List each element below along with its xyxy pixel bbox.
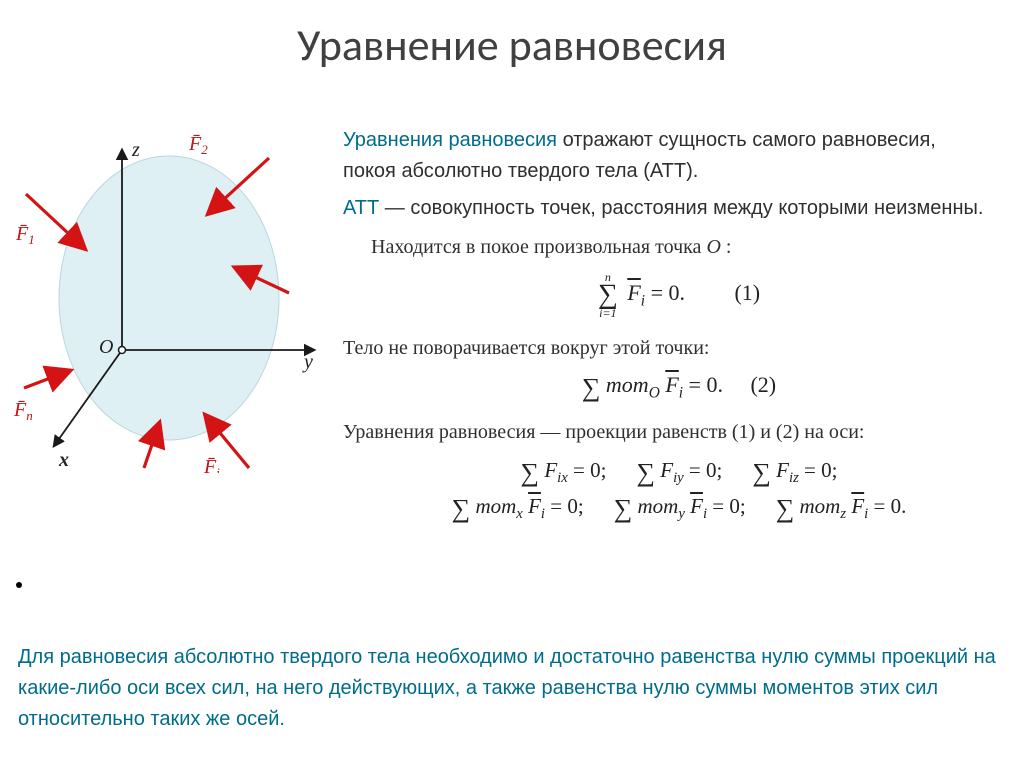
eq1-tag: (1)	[734, 280, 760, 305]
summary-paragraph: Для равновесия абсолютно твердого тела н…	[18, 642, 1006, 735]
label-Fn: F̄n	[14, 399, 33, 423]
origin-point	[119, 347, 126, 354]
line-1: Уравнения равновесия отражают сущность с…	[343, 125, 1015, 156]
rigid-body	[59, 156, 279, 440]
label-F2: F̄2	[188, 133, 208, 157]
sigma-icon-2: ∑	[582, 373, 601, 402]
label-Fi: F̄i	[203, 456, 220, 473]
line-2: покоя абсолютно твердого тела (АТТ).	[343, 156, 1015, 187]
line-6: Уравнения равновесия — проекции равенств…	[343, 417, 1015, 448]
page-title: Уравнение равновесия	[0, 18, 1024, 72]
line-3-rest: — совокупность точек, расстояния между к…	[379, 197, 983, 219]
label-F1: F̄1	[15, 223, 35, 247]
force-Fn	[24, 371, 69, 388]
label-x: x	[58, 449, 69, 471]
equation-proj-F: ∑ Fix = 0; ∑ Fiy = 0; ∑ Fiz = 0;	[343, 458, 1015, 488]
eq2-tag: (2)	[750, 372, 776, 397]
term-equilibrium-eq: Уравнения равновесия	[343, 129, 557, 151]
equilibrium-figure: z y x O F̄1 F̄2 F̄n F̄i	[14, 128, 334, 473]
line-5: Тело не поворачивается вокруг этой точки…	[343, 333, 1015, 364]
slide: Уравнение равновесия	[0, 0, 1024, 767]
line-4: Находится в покое произвольная точка O :	[343, 232, 1015, 263]
label-z: z	[131, 139, 140, 161]
term-att: АТТ	[343, 197, 379, 219]
figure-svg: z y x O F̄1 F̄2 F̄n F̄i	[14, 128, 334, 473]
sigma-icon: n ∑ i=1	[598, 271, 618, 319]
line-1-rest: отражают сущность самого равновесия,	[557, 129, 936, 151]
line-3: АТТ — совокупность точек, расстояния меж…	[343, 193, 1015, 224]
equation-1: n ∑ i=1 Fi = 0. (1)	[343, 271, 1015, 319]
body-text: Уравнения равновесия отражают сущность с…	[343, 125, 1015, 524]
equation-proj-M: ∑ momx Fi = 0; ∑ momy Fi = 0; ∑ momz Fi …	[343, 494, 1015, 524]
bullet-dot	[16, 582, 22, 588]
label-O: O	[99, 336, 113, 358]
label-y: y	[302, 351, 313, 373]
equation-2: ∑ momO Fi = 0. (2)	[343, 372, 1015, 403]
